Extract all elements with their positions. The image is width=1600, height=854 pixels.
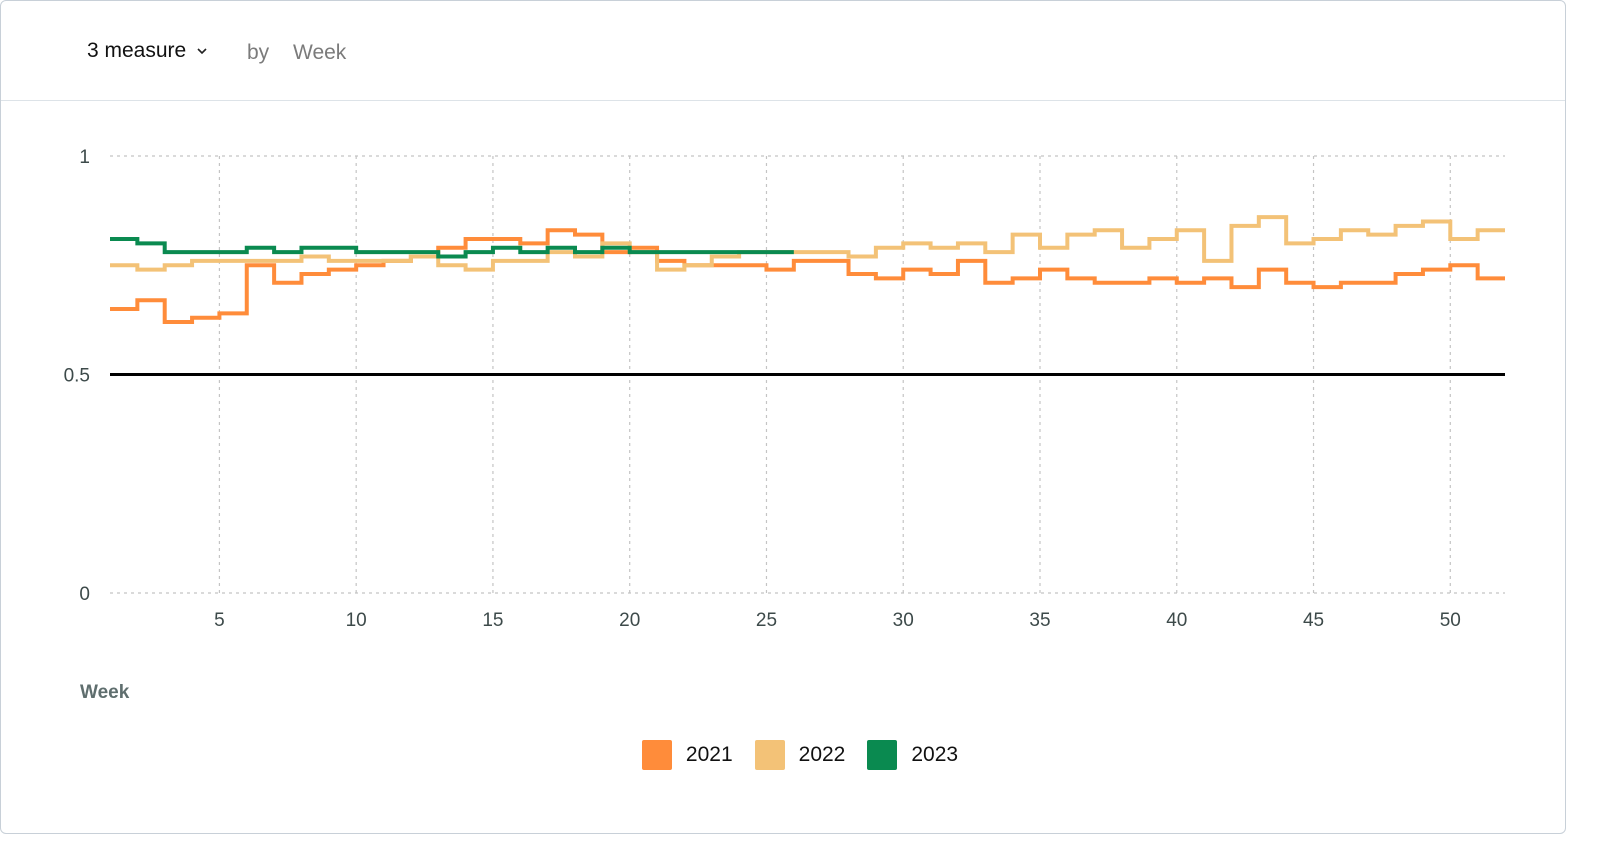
y-tick-label: 0	[79, 584, 90, 605]
legend-item-2021[interactable]: 2021	[641, 740, 733, 770]
x-axis-title: Week	[80, 682, 130, 703]
measure-dropdown[interactable]: 3 measure	[87, 39, 208, 63]
x-tick-label: 45	[1303, 610, 1324, 631]
x-tick-label: 40	[1166, 610, 1187, 631]
legend-swatch	[641, 740, 672, 770]
legend-item-2022[interactable]: 2022	[754, 740, 846, 770]
by-label: by	[247, 41, 270, 64]
series-line-2023	[110, 237, 794, 259]
legend-swatch	[754, 740, 785, 770]
chevron-down-icon	[197, 48, 207, 55]
series-line-2022	[110, 215, 1505, 272]
x-tick-label: 50	[1440, 610, 1461, 631]
legend-label: 2022	[798, 743, 846, 766]
x-tick-label: 20	[619, 610, 640, 631]
chart-toolbar: 3 measure by Week	[1, 1, 1565, 101]
x-tick-label: 10	[346, 610, 367, 631]
measure-dropdown-label: 3 measure	[87, 39, 187, 62]
legend-label: 2023	[911, 743, 959, 766]
legend-swatch	[867, 740, 898, 770]
y-tick-label: 0.5	[64, 366, 90, 387]
y-tick-label: 1	[79, 147, 90, 168]
chart-legend: 2021 2022 2023	[0, 740, 1600, 770]
x-tick-label: 30	[893, 610, 914, 631]
chart-card: 3 measure by Week	[0, 0, 1566, 834]
x-tick-label: 25	[756, 610, 777, 631]
legend-item-2023[interactable]: 2023	[867, 740, 958, 770]
dimension-label[interactable]: Week	[293, 41, 347, 64]
x-tick-label: 5	[214, 610, 225, 631]
legend-label: 2021	[685, 743, 733, 766]
x-tick-label: 35	[1029, 610, 1050, 631]
x-tick-label: 15	[482, 610, 503, 631]
series-line-2021	[110, 228, 1505, 325]
